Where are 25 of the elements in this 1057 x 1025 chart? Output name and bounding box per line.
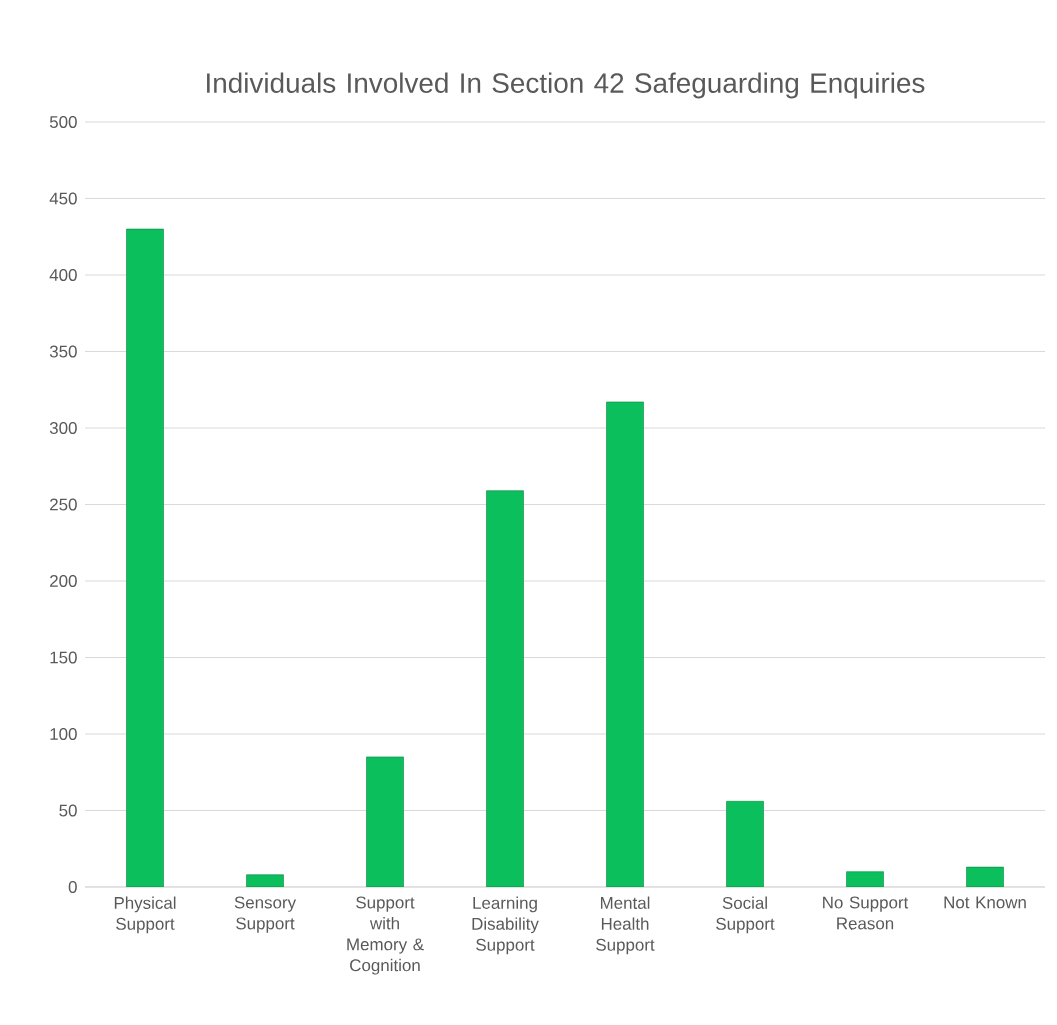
y-tick-label: 500 xyxy=(49,115,77,128)
bar xyxy=(486,490,524,887)
y-tick-label: 200 xyxy=(50,574,77,587)
bar xyxy=(726,801,764,887)
bar xyxy=(606,401,644,887)
x-tick-label: Not Known xyxy=(944,896,1026,909)
x-tick-label: Learning Disability Support xyxy=(472,896,539,955)
y-tick-label: 250 xyxy=(50,498,77,511)
y-tick-label: 100 xyxy=(50,727,77,740)
y-tick-label: 150 xyxy=(50,651,77,664)
x-tick-label: Social Support xyxy=(716,896,775,934)
y-tick-label: 50 xyxy=(59,804,77,817)
x-tick-label: Support with Memory & Cognition xyxy=(347,896,424,975)
y-tick-label: 350 xyxy=(49,345,77,358)
x-tick-label: Mental Health Support xyxy=(596,896,655,955)
x-tick-label: No Support Reason xyxy=(823,896,909,930)
x-tick-label: Sensory Support xyxy=(234,896,297,933)
y-tick-label: 450 xyxy=(49,192,77,205)
x-tick-label: Physical Support xyxy=(114,896,176,934)
y-tick-label: 0 xyxy=(68,880,77,893)
chart-title: Individuals Involved In Section 42 Safeguarding Enquiries xyxy=(207,72,925,99)
y-tick-label: 300 xyxy=(49,421,77,434)
bar xyxy=(126,228,164,887)
bar xyxy=(366,756,404,887)
y-tick-label: 400 xyxy=(49,268,77,281)
